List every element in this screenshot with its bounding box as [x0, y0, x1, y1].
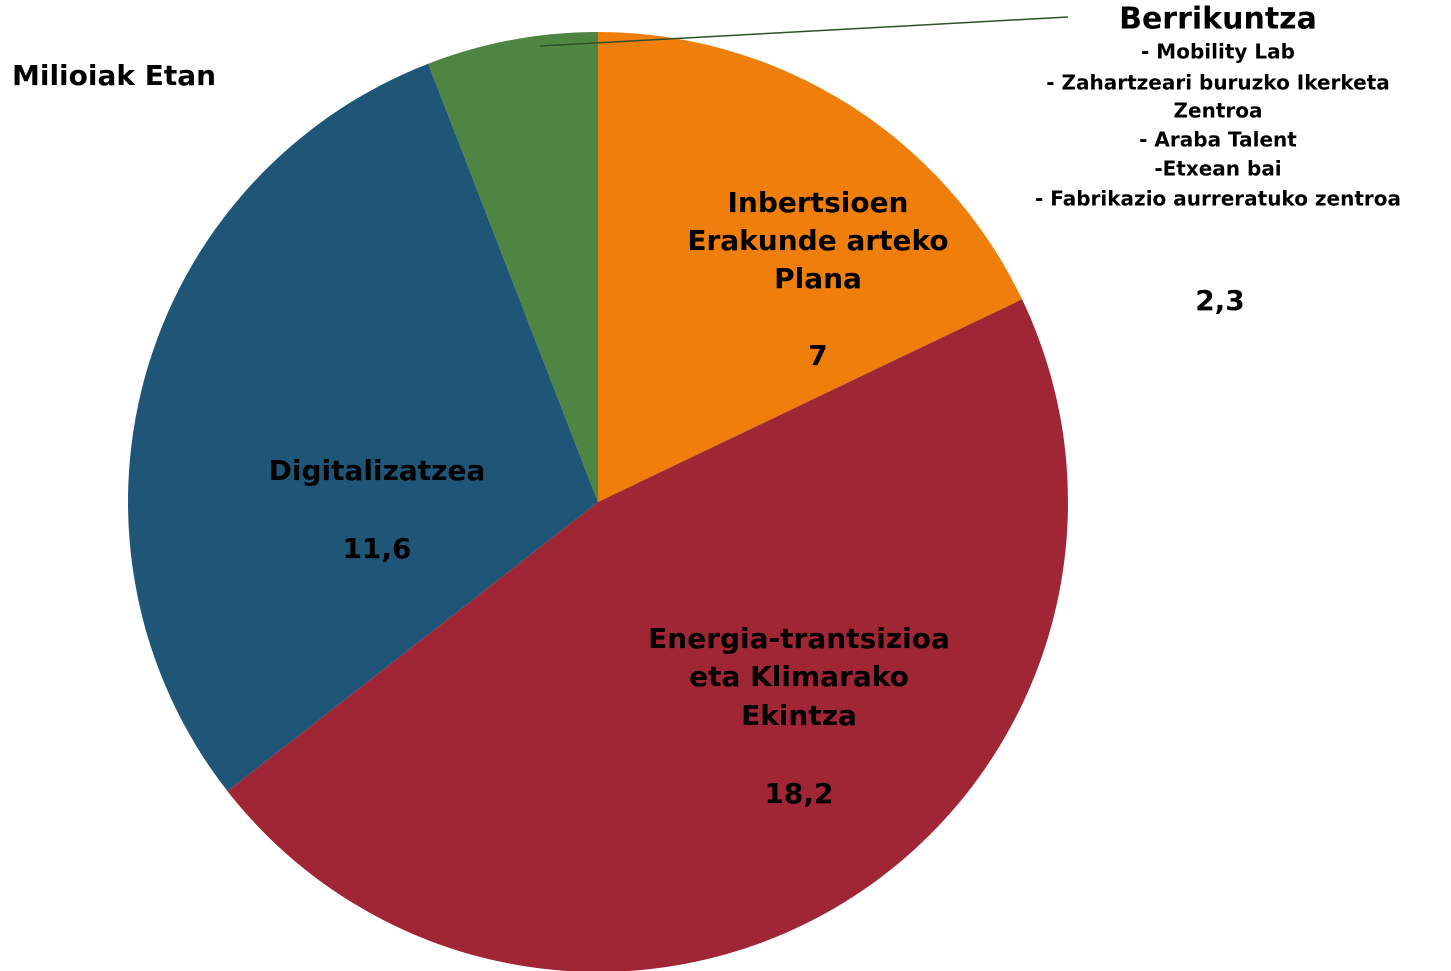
slice-label: - Zahartzeari buruzko Ikerketa — [1046, 71, 1390, 95]
slice-label: Inbertsioen — [727, 186, 908, 219]
slice-label: - Mobility Lab — [1141, 40, 1295, 64]
value-label: 7 — [808, 339, 827, 372]
pie-slice — [598, 32, 1023, 502]
slice-label: Berrikuntza — [1119, 2, 1317, 37]
slice-label: Energia-trantsizioa — [648, 622, 950, 655]
value-label: 11,6 — [342, 532, 411, 565]
leader-line — [539, 16, 1069, 47]
slice-label: - Fabrikazio aurreratuko zentroa — [1035, 187, 1401, 211]
slice-label: Erakunde arteko — [687, 224, 948, 257]
slice-label: eta Klimarako — [689, 660, 909, 693]
slice-label: Digitalizatzea — [269, 454, 486, 487]
value-label: 2,3 — [1195, 284, 1245, 317]
value-label: 18,2 — [764, 777, 833, 810]
pie-slice — [127, 63, 598, 792]
slice-label: -Etxean bai — [1154, 157, 1281, 181]
slice-label: Plana — [774, 262, 862, 295]
slice-label: Ekintza — [741, 699, 857, 732]
slice-label: Zentroa — [1174, 99, 1263, 123]
slice-label: - Araba Talent — [1139, 128, 1297, 152]
pie-slice — [227, 299, 1068, 971]
chart-title: Milioiak Etan — [12, 59, 216, 92]
pie-slice — [428, 32, 598, 502]
